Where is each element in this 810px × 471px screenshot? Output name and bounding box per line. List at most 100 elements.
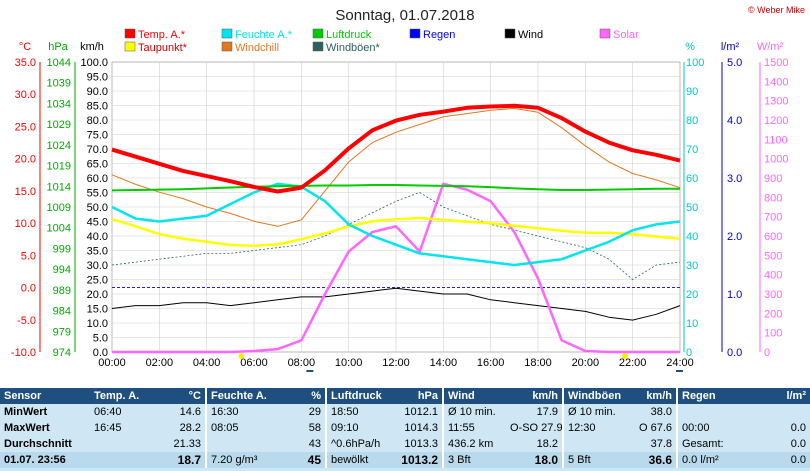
header-cell: Wind <box>442 388 506 404</box>
table-cell: 43 <box>308 438 321 450</box>
x-tick-label: 16:00 <box>477 357 505 369</box>
legend-swatch <box>312 41 324 52</box>
table-cell <box>205 436 286 452</box>
wind-axis-tick: 95.0 <box>87 72 108 84</box>
table-row-current: 01.07. 23:56 18.7 7.20 g/m³ 45 bewölkt 1… <box>0 452 810 468</box>
table-cell: O 67.6 <box>638 422 672 434</box>
wind-axis-tick: 60.0 <box>87 173 108 185</box>
temp-axis-tick: 10.0 <box>15 218 36 230</box>
table-cell: 58 <box>308 422 321 434</box>
pressure-axis-tick: 984 <box>53 306 71 318</box>
rain-axis-tick: 3.0 <box>727 173 742 185</box>
sunset-icon <box>621 353 628 359</box>
legend-label: Feuchte A.* <box>235 29 293 41</box>
legend-swatch <box>124 41 136 52</box>
pressure-axis-tick: 979 <box>53 326 71 338</box>
sunrise-icon <box>238 353 245 359</box>
table-cell: 18.7 <box>148 452 206 468</box>
wind-axis-tick: 50.0 <box>87 202 108 214</box>
table-cell: 5 Bft <box>562 452 627 468</box>
header-cell: km/h <box>646 390 672 402</box>
pressure-axis-tick: 994 <box>53 264 71 276</box>
x-tick-label: 10:00 <box>335 357 363 369</box>
pressure-axis-tick: 1039 <box>47 78 71 90</box>
wind-axis-tick: 65.0 <box>87 159 108 171</box>
temp-axis-tick: 25.0 <box>15 121 36 133</box>
series-line <box>111 103 681 194</box>
solar-axis-tick: 500 <box>764 250 782 262</box>
table-cell: 18.0 <box>506 452 563 468</box>
pressure-axis-tick: 1019 <box>47 161 71 173</box>
table-cell: 1012.1 <box>404 406 438 418</box>
wind-axis-tick: 20.0 <box>87 289 108 301</box>
humidity-axis-tick: 10 <box>686 318 698 330</box>
solar-axis-tick: 100 <box>764 328 782 340</box>
table-cell: 14.6 <box>179 406 201 418</box>
table-header-row: Sensor Temp. A. °C Feuchte A. % Luftdruc… <box>0 388 810 404</box>
table-cell: 29 <box>308 406 321 418</box>
temp-axis-tick: -10.0 <box>11 347 36 359</box>
x-tick-label: 12:00 <box>382 357 410 369</box>
series-line <box>111 216 681 247</box>
x-tick-label: 18:00 <box>524 357 552 369</box>
table-cell: 00:00 <box>676 420 757 436</box>
humidity-axis-tick: 100 <box>686 57 704 69</box>
legend-label: Solar <box>613 29 639 41</box>
legend-swatch <box>221 28 233 39</box>
solar-axis-tick: 600 <box>764 231 782 243</box>
header-cell: l/m² <box>786 390 806 402</box>
legend-label: Windchill <box>235 42 279 54</box>
table-row: MaxWert 16:45 28.2 08:05 58 09:10 1014.3… <box>0 420 810 436</box>
wind-axis-tick: 40.0 <box>87 231 108 243</box>
temp-axis-unit: °C <box>19 41 31 53</box>
wind-axis-tick: 55.0 <box>87 188 108 200</box>
solar-axis-tick: 1500 <box>764 57 788 69</box>
chart-title: Sonntag, 01.07.2018 <box>335 7 474 24</box>
header-cell: Feuchte A. <box>205 388 286 404</box>
rain-axis-tick: 0.0 <box>727 347 742 359</box>
row-label: 01.07. 23:56 <box>0 452 90 468</box>
legend-swatch <box>221 41 233 52</box>
humidity-axis-tick: 60 <box>686 173 698 185</box>
table-cell: 7.20 g/m³ <box>205 452 286 468</box>
legend-label: Luftdruck <box>326 29 372 41</box>
moon-icon <box>306 370 314 372</box>
row-label: MinWert <box>4 406 48 418</box>
x-tick-label: 02:00 <box>146 357 174 369</box>
x-tick-label: 14:00 <box>430 357 458 369</box>
table-cell: Ø 10 min. <box>562 404 627 420</box>
pressure-axis-tick: 1029 <box>47 119 71 131</box>
table-cell: 1013.3 <box>404 438 438 450</box>
moon-icon <box>676 370 683 372</box>
temp-axis-tick: 35.0 <box>15 57 36 69</box>
legend-swatch <box>409 28 421 39</box>
temp-axis-tick: 5.0 <box>21 250 36 262</box>
wind-axis-tick: 30.0 <box>87 260 108 272</box>
table-cell: 16:30 <box>205 404 286 420</box>
header-cell: % <box>311 390 321 402</box>
table-cell <box>676 404 757 420</box>
row-label: Durchschnitt <box>4 438 72 450</box>
humidity-axis-tick: 90 <box>686 86 698 98</box>
legend-label: Wind <box>518 29 543 41</box>
header-cell: Regen <box>676 388 757 404</box>
wind-axis-tick: 35.0 <box>87 246 108 258</box>
x-tick-label: 22:00 <box>619 357 647 369</box>
series-line <box>111 182 681 267</box>
wind-axis-tick: 90.0 <box>87 86 108 98</box>
legend-swatch <box>599 28 611 39</box>
solar-axis-tick: 1100 <box>764 134 788 146</box>
table-cell: 06:40 <box>94 406 122 418</box>
table-cell <box>90 436 148 452</box>
wind-axis-tick: 45.0 <box>87 217 108 229</box>
wind-axis-tick: 5.0 <box>93 333 108 345</box>
pressure-axis-tick: 1044 <box>47 57 71 69</box>
table-cell: 36.6 <box>627 452 677 468</box>
wind-axis-unit: km/h <box>80 41 104 53</box>
pressure-axis-tick: 1009 <box>47 202 71 214</box>
humidity-axis-tick: 40 <box>686 231 698 243</box>
solar-axis-tick: 1300 <box>764 96 788 108</box>
pressure-axis-unit: hPa <box>48 41 68 53</box>
table-cell: ^0.6hPa/h <box>325 436 396 452</box>
table-cell <box>757 404 810 420</box>
